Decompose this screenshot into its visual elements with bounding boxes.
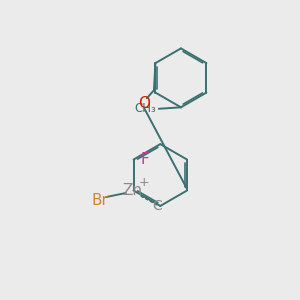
Text: +: +	[138, 176, 149, 189]
Text: O: O	[139, 96, 151, 111]
Text: Zn: Zn	[122, 183, 142, 198]
Text: C: C	[152, 199, 162, 213]
Text: CH₃: CH₃	[135, 102, 157, 115]
Text: Br: Br	[92, 193, 108, 208]
Text: F: F	[140, 152, 149, 167]
